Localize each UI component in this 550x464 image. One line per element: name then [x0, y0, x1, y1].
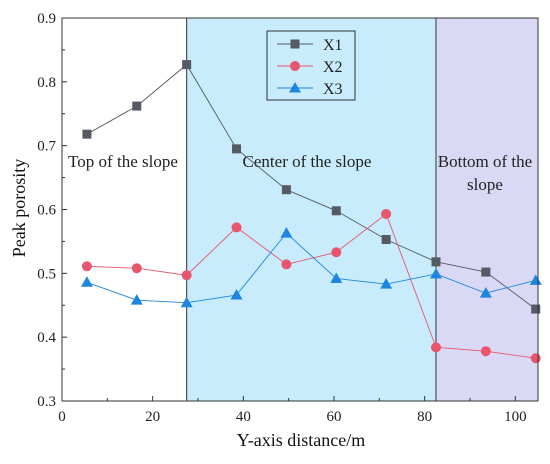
data-point-x2 — [381, 208, 392, 219]
x-tick-label: 20 — [145, 409, 160, 425]
data-point-x2 — [431, 342, 441, 353]
legend-label-x2: X2 — [323, 59, 343, 76]
data-point-x2 — [181, 270, 192, 281]
data-point-x1 — [531, 304, 541, 314]
data-point-x2 — [131, 263, 142, 274]
y-tick-label: 0.4 — [37, 330, 56, 346]
data-point-x1 — [281, 185, 291, 195]
data-point-x3 — [330, 272, 343, 283]
data-point-x1 — [431, 257, 441, 267]
data-point-x1 — [331, 206, 341, 216]
x-axis-ticks: 0 20 40 60 80 100 — [58, 396, 527, 425]
legend-label-x3: X3 — [323, 81, 343, 98]
data-point-x2 — [81, 261, 92, 272]
x-axis-label: Y-axis distance/m — [237, 430, 365, 450]
data-point-x1 — [132, 101, 142, 111]
data-point-x1 — [82, 129, 92, 139]
data-point-x3 — [130, 294, 143, 305]
region-label-bottom-line2: slope — [467, 175, 503, 194]
x-tick-label: 40 — [236, 409, 251, 425]
data-point-x2 — [480, 346, 491, 357]
series-line-x3 — [86, 232, 536, 304]
series-line-x1 — [86, 63, 537, 310]
x-tick-label: 60 — [327, 409, 342, 425]
region-label-center: Center of the slope — [243, 152, 372, 171]
region-band-0 — [62, 18, 187, 401]
y-tick-label: 0.6 — [37, 203, 56, 219]
data-point-x2 — [530, 353, 541, 364]
legend-marker-x1 — [290, 39, 300, 49]
y-axis-ticks: 0.3 0.4 0.5 0.6 0.7 0.8 0.9 — [37, 11, 67, 410]
data-point-x1 — [481, 267, 491, 277]
data-point-x1 — [232, 144, 242, 154]
data-point-x3 — [180, 296, 193, 308]
data-point-x3 — [430, 267, 442, 279]
x-tick-label: 80 — [417, 409, 432, 425]
legend-marker-x3 — [289, 82, 301, 93]
region-band-2 — [436, 18, 538, 401]
data-point-x3 — [479, 287, 492, 298]
y-tick-label: 0.8 — [37, 75, 56, 91]
region-label-bottom-line1: Bottom of the — [438, 152, 532, 171]
legend-marker-x2 — [290, 61, 300, 71]
data-point-x2 — [331, 247, 342, 258]
data-point-x3 — [529, 274, 542, 285]
series-line-x2 — [86, 213, 536, 359]
data-point-x3 — [230, 289, 243, 300]
y-tick-label: 0.7 — [37, 139, 56, 155]
y-tick-label: 0.5 — [37, 266, 56, 282]
series-x1 — [82, 60, 541, 314]
y-axis-label: Peak porosity — [9, 159, 29, 258]
data-point-x2 — [281, 259, 292, 270]
data-point-x3 — [80, 276, 93, 287]
y-tick-label: 0.9 — [37, 11, 56, 27]
data-point-x2 — [231, 222, 242, 233]
x-tick-label: 0 — [58, 409, 66, 425]
region-labels: Top of the slope Center of the slope Bot… — [68, 152, 532, 194]
data-point-x3 — [380, 278, 393, 289]
data-point-x1 — [182, 60, 192, 70]
legend: X1 X2 X3 — [266, 30, 356, 101]
data-point-x3 — [280, 227, 293, 238]
data-point-x1 — [381, 235, 391, 245]
region-label-top: Top of the slope — [68, 152, 178, 171]
y-tick-label: 0.3 — [37, 394, 56, 410]
legend-label-x1: X1 — [323, 37, 343, 54]
x-tick-label: 100 — [504, 409, 527, 425]
series-x3 — [80, 227, 542, 308]
